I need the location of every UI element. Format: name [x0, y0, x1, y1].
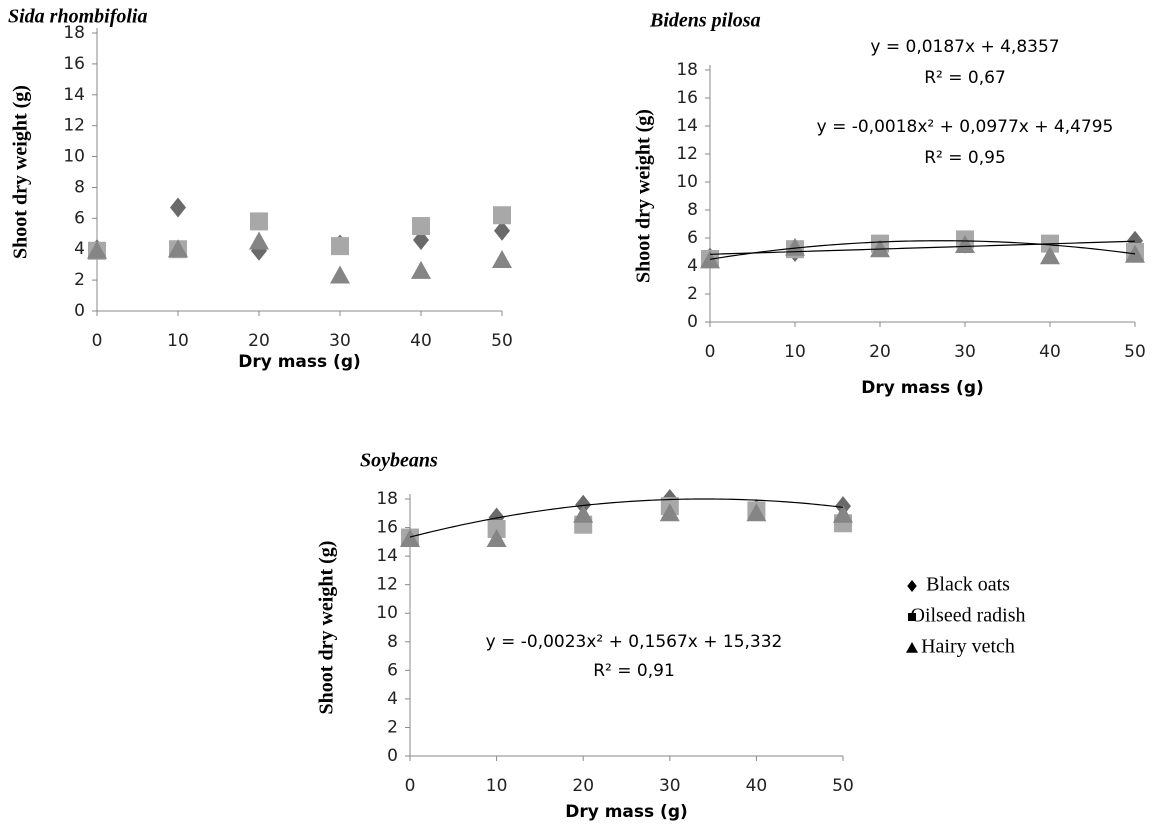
marker-square: [493, 206, 511, 225]
marker-triangle: [573, 504, 594, 523]
marker-triangle: [411, 260, 431, 279]
trendline: [709, 240, 1136, 260]
x-tick-label: 50: [832, 776, 854, 796]
y-tick-label: 6: [387, 660, 398, 680]
marker-triangle: [833, 504, 853, 523]
y-tick-label: 10: [676, 172, 698, 192]
marker-square: [908, 613, 916, 621]
y-tick-label: 4: [387, 689, 398, 709]
y-tick-label: 2: [74, 270, 85, 290]
y-tick-label: 0: [387, 746, 398, 766]
x-tick-label: 10: [784, 342, 806, 362]
trendline: [709, 240, 1136, 255]
y-tick-label: 16: [376, 518, 398, 538]
trendline-r2: R² = 0,91: [593, 661, 675, 681]
x-tick-label: 0: [405, 776, 416, 796]
y-tick-label: 14: [376, 546, 398, 566]
marker-triangle: [870, 239, 890, 258]
y-tick-label: 10: [376, 603, 398, 623]
marker-triangle: [249, 231, 269, 250]
x-tick-label: 20: [572, 776, 594, 796]
y-tick-label: 4: [687, 256, 698, 276]
trendline-r2: R² = 0,67: [924, 68, 1006, 88]
y-tick-label: 8: [687, 200, 698, 220]
marker-square: [412, 217, 430, 236]
y-tick-label: 18: [63, 23, 85, 43]
x-tick-label: 20: [869, 342, 891, 362]
x-tick-label: 10: [167, 331, 189, 351]
marker-square: [331, 237, 349, 256]
marker-triangle: [746, 503, 767, 522]
x-tick-label: 30: [329, 331, 351, 351]
y-axis-label: Shoot dry weight (g): [10, 85, 32, 259]
y-tick-label: 2: [387, 717, 398, 737]
x-tick-label: 30: [954, 342, 976, 362]
x-tick-label: 50: [1124, 342, 1146, 362]
marker-triangle: [400, 528, 420, 547]
x-tick-label: 0: [705, 342, 716, 362]
x-tick-label: 0: [92, 331, 103, 351]
marker-triangle: [486, 528, 507, 547]
y-tick-label: 16: [63, 54, 85, 74]
marker-triangle: [492, 250, 512, 269]
marker-triangle: [330, 265, 350, 284]
y-tick-label: 0: [687, 312, 698, 332]
marker-triangle: [700, 250, 720, 269]
x-axis-label: Dry mass (g): [861, 378, 984, 398]
trendline: [409, 498, 844, 538]
x-axis-label: Dry mass (g): [565, 802, 688, 822]
y-tick-label: 16: [676, 88, 698, 108]
marker-square: [250, 212, 268, 231]
y-tick-label: 12: [63, 116, 85, 136]
y-axis-label: Shoot dry weight (g): [316, 541, 338, 715]
chart-title: Bidens pilosa: [649, 10, 761, 32]
x-tick-label: 30: [659, 776, 681, 796]
y-axis-label: Shoot dry weight (g): [633, 109, 655, 283]
legend-label: Hairy vetch: [921, 636, 1015, 658]
y-tick-label: 12: [676, 144, 698, 164]
x-tick-label: 20: [248, 331, 270, 351]
y-tick-label: 8: [387, 632, 398, 652]
chart-title: Sida rhombifolia: [8, 6, 147, 28]
x-tick-label: 40: [410, 331, 432, 351]
marker-triangle: [955, 235, 975, 253]
y-tick-label: 18: [676, 60, 698, 80]
trendline-equation: y = -0,0023x² + 0,1567x + 15,332: [486, 632, 783, 652]
marker-triangle: [168, 239, 188, 258]
x-tick-label: 50: [491, 331, 513, 351]
marker-triangle: [87, 240, 107, 259]
y-tick-label: 12: [376, 575, 398, 595]
y-tick-label: 8: [74, 177, 85, 197]
trendline-equation: y = 0,0187x + 4,8357: [870, 37, 1059, 57]
y-tick-label: 18: [376, 489, 398, 509]
marker-diamond: [494, 220, 510, 241]
x-axis-label: Dry mass (g): [238, 352, 361, 372]
y-tick-label: 14: [63, 85, 85, 105]
y-tick-label: 14: [676, 116, 698, 136]
marker-triangle: [906, 642, 918, 653]
marker-triangle: [659, 503, 680, 522]
x-tick-label: 10: [486, 776, 508, 796]
marker-diamond: [907, 580, 917, 592]
trendline-equation: y = -0,0018x² + 0,0977x + 4,4795: [817, 117, 1114, 137]
x-tick-label: 40: [746, 776, 768, 796]
x-tick-label: 40: [1039, 342, 1061, 362]
y-tick-label: 0: [74, 301, 85, 321]
y-tick-label: 6: [687, 228, 698, 248]
y-tick-label: 10: [63, 147, 85, 167]
marker-diamond: [170, 197, 186, 218]
marker-triangle: [1040, 246, 1060, 265]
y-tick-label: 6: [74, 208, 85, 228]
legend-label: Oilseed radish: [911, 605, 1026, 627]
trendline-r2: R² = 0,95: [924, 148, 1006, 168]
y-tick-label: 4: [74, 239, 85, 259]
legend-label: Black oats: [926, 574, 1010, 596]
chart-title: Soybeans: [360, 450, 438, 472]
y-tick-label: 2: [687, 284, 698, 304]
